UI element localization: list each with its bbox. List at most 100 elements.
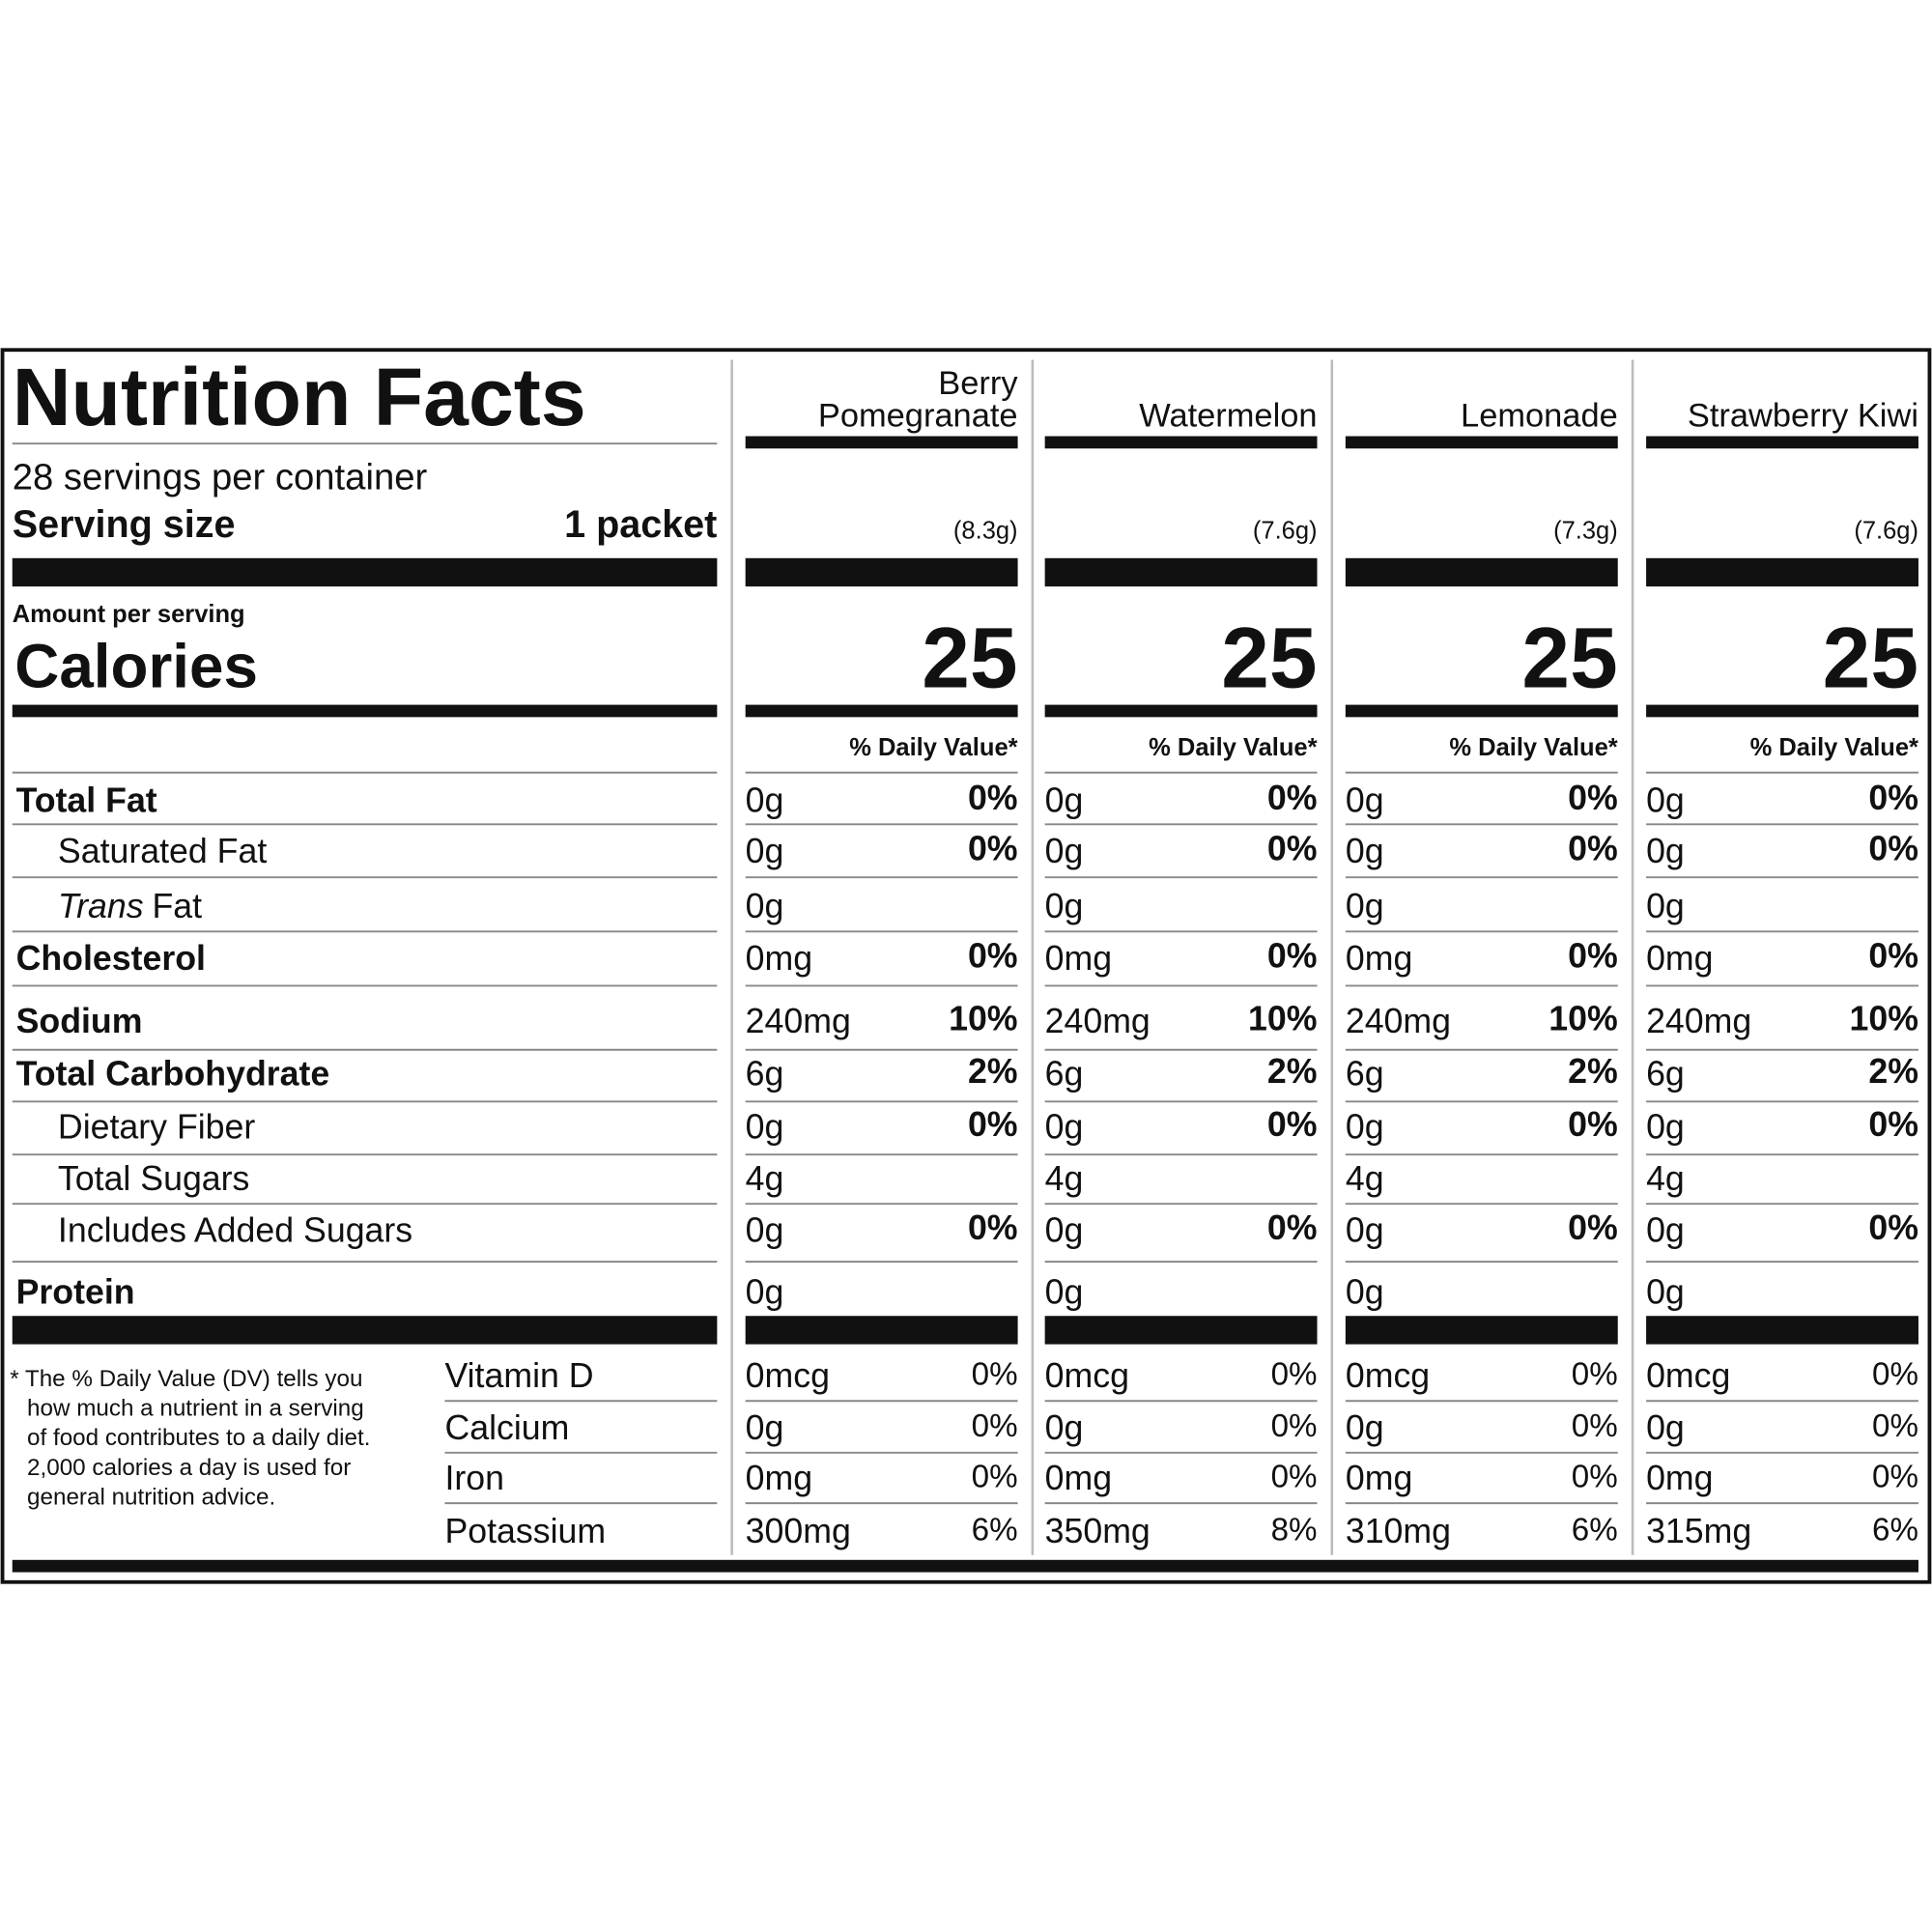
- rule-bar: [745, 436, 1018, 449]
- vitamin-amount: 0mg: [1646, 1459, 1713, 1497]
- nutrient-amount: 240mg: [1346, 1002, 1451, 1040]
- nutrient-label-rest: Fat: [153, 887, 203, 925]
- nutrient-dv: 0%: [968, 1105, 1018, 1144]
- nutrient-amount: 0g: [746, 781, 784, 820]
- nutrient-amount: 0g: [1346, 1272, 1384, 1311]
- vitamin-amount: 0mcg: [1646, 1356, 1730, 1395]
- flavor-name: Watermelon: [1139, 397, 1317, 434]
- vitamin-dv: 0%: [972, 1357, 1018, 1393]
- vitamin-dv: 6%: [972, 1512, 1018, 1548]
- nutrient-amount: 0g: [1045, 781, 1084, 820]
- title: Nutrition Facts: [13, 352, 586, 442]
- nutrient-amount: 0mg: [1346, 939, 1412, 978]
- nutrient-label: Trans Fat: [58, 887, 202, 925]
- nutrient-label-italic: Trans: [58, 887, 144, 925]
- footnote-line: * The % Daily Value (DV) tells you: [10, 1366, 362, 1392]
- vitamin-amount: 0g: [746, 1408, 784, 1447]
- nutrient-label: Includes Added Sugars: [58, 1211, 412, 1250]
- nutrient-dv: 0%: [968, 779, 1018, 817]
- nutrient-dv: 10%: [949, 999, 1017, 1037]
- nutrient-dv: 0%: [1568, 779, 1618, 817]
- calories-value: 25: [1221, 610, 1317, 706]
- nutrient-dv: 0%: [1568, 1105, 1618, 1144]
- calories-value: 25: [1521, 610, 1617, 706]
- rule-bar: [12, 704, 718, 718]
- nutrient-amount: 0g: [746, 1108, 784, 1147]
- servings: 28 servings per container: [13, 456, 428, 497]
- nutrient-dv: 2%: [1868, 1052, 1918, 1091]
- vitamin-dv: 0%: [1872, 1460, 1918, 1495]
- nutrient-dv: 10%: [1548, 999, 1617, 1037]
- nutrient-dv: 0%: [1868, 829, 1918, 867]
- nutrient-amount: 4g: [1346, 1159, 1384, 1198]
- flavor-name: Berry: [938, 365, 1018, 402]
- nutrient-label: Total Fat: [16, 781, 157, 820]
- nutrient-dv: 0%: [1267, 779, 1318, 817]
- nutrient-label: Cholesterol: [16, 939, 206, 978]
- label-border: [0, 348, 1932, 1584]
- vitamin-amount: 0mg: [1045, 1459, 1112, 1497]
- nutrient-amount: 6g: [1646, 1055, 1685, 1094]
- footnote-line: general nutrition advice.: [27, 1484, 275, 1510]
- nutrient-label: Saturated Fat: [58, 832, 267, 870]
- rule-bar: [1044, 704, 1318, 718]
- rule-bar: [1646, 557, 1918, 587]
- rule-bar: [1044, 557, 1318, 587]
- nutrient-dv: 0%: [1868, 1105, 1918, 1144]
- nutrient-amount: 0g: [1346, 1211, 1384, 1250]
- vitamin-amount: 315mg: [1646, 1512, 1751, 1550]
- nutrient-amount: 0mg: [1045, 939, 1112, 978]
- vitamin-amount: 0mg: [1346, 1459, 1412, 1497]
- rule-bar: [12, 557, 718, 587]
- nutrient-amount: 0g: [1045, 832, 1084, 870]
- nutrient-amount: 6g: [746, 1055, 784, 1094]
- nutrient-amount: 0g: [1646, 832, 1685, 870]
- nutrient-amount: 0g: [1346, 1108, 1384, 1147]
- nutrient-label: Total Sugars: [58, 1159, 249, 1198]
- vitamin-label: Vitamin D: [444, 1356, 593, 1395]
- vitamin-dv: 0%: [1572, 1408, 1618, 1444]
- nutrient-amount: 0mg: [1646, 939, 1713, 978]
- vitamin-amount: 0g: [1646, 1408, 1685, 1447]
- nutrient-dv: 0%: [1568, 936, 1618, 975]
- rule-bar: [1646, 1316, 1918, 1345]
- nutrient-amount: 0g: [1646, 781, 1685, 820]
- rule-bar: [1345, 436, 1618, 449]
- nutrient-dv: 0%: [1868, 1208, 1918, 1247]
- nutrient-amount: 0g: [1646, 1211, 1685, 1250]
- nutrient-dv: 0%: [1267, 936, 1318, 975]
- nutrient-amount: 0g: [1045, 1211, 1084, 1250]
- nutrient-amount: 4g: [746, 1159, 784, 1198]
- nutrient-amount: 0mg: [746, 939, 812, 978]
- vitamin-dv: 6%: [1572, 1512, 1618, 1548]
- rule-bar: [1044, 1316, 1318, 1345]
- vitamin-dv: 0%: [1271, 1460, 1318, 1495]
- nutrient-label: Total Carbohydrate: [16, 1055, 330, 1094]
- nutrient-amount: 0g: [1045, 1108, 1084, 1147]
- serving-weight: (7.6g): [1854, 517, 1918, 544]
- vitamin-amount: 0g: [1045, 1408, 1084, 1447]
- rule-bar: [12, 1316, 718, 1345]
- nutrient-amount: 0g: [1045, 887, 1084, 925]
- flavor-name: Strawberry Kiwi: [1688, 397, 1918, 434]
- vitamin-label: Iron: [444, 1459, 504, 1497]
- rule-bar: [1345, 704, 1618, 718]
- vitamin-dv: 0%: [972, 1408, 1018, 1444]
- nutrient-dv: 2%: [968, 1052, 1018, 1091]
- rule-bar: [745, 704, 1018, 718]
- nutrient-amount: 4g: [1045, 1159, 1084, 1198]
- nutrient-dv: 0%: [1267, 829, 1318, 867]
- nutrient-dv: 0%: [968, 936, 1018, 975]
- footnote-line: 2,000 calories a day is used for: [27, 1455, 351, 1481]
- vitamin-dv: 0%: [1572, 1460, 1618, 1495]
- nutrient-label: Sodium: [16, 1002, 143, 1040]
- nutrient-dv: 2%: [1568, 1052, 1618, 1091]
- calories-value: 25: [1823, 610, 1918, 706]
- rule-bar: [1345, 1316, 1618, 1345]
- vitamin-amount: 0g: [1346, 1408, 1384, 1447]
- daily-value-header: % Daily Value*: [1750, 734, 1918, 761]
- rule-bar: [745, 1316, 1018, 1345]
- flavor-name: Pomegranate: [818, 397, 1018, 434]
